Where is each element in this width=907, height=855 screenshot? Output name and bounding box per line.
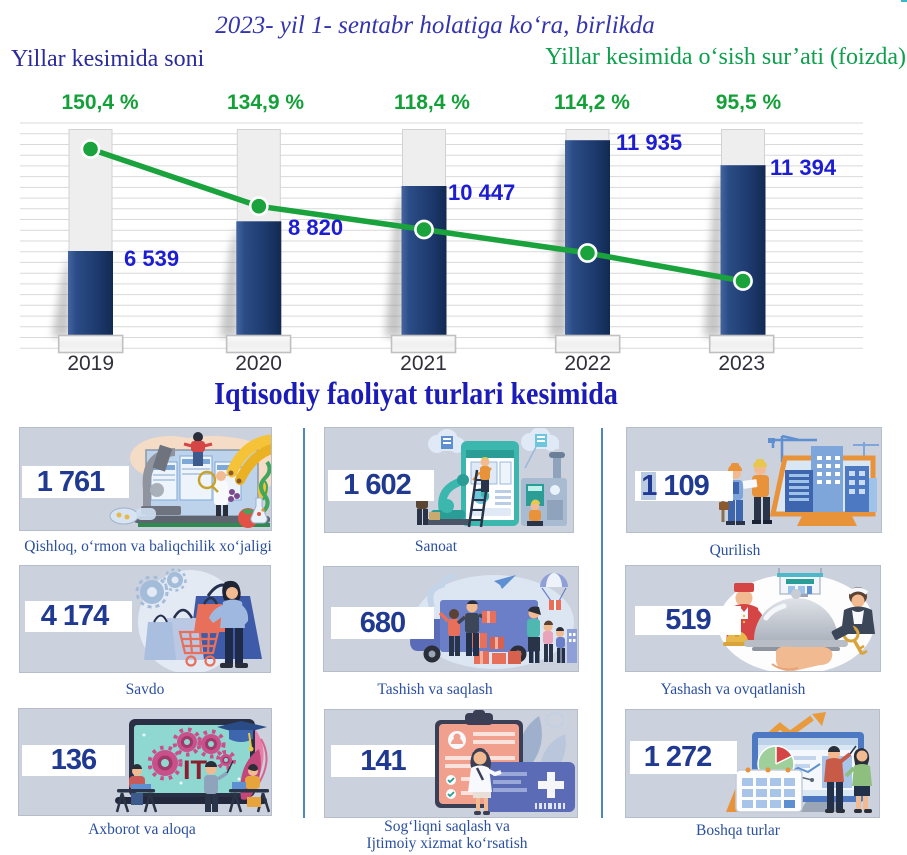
svg-text:IT: IT <box>183 755 208 785</box>
